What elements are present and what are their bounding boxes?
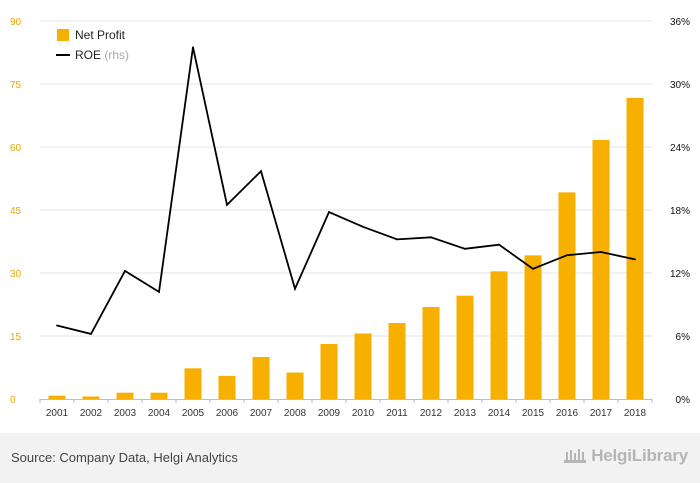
legend-label-roe: ROE (rhs) (75, 48, 129, 62)
roe-point-2001 (56, 324, 58, 327)
roe-point-2018 (634, 258, 636, 261)
roe-point-2006 (226, 203, 228, 206)
net-profit-bar-2017 (592, 139, 610, 400)
net-profit-bar-2001 (48, 395, 66, 399)
roe-point-2014 (498, 243, 500, 246)
right-tick-label: 0% (676, 395, 691, 406)
x-tick-label-2003: 2003 (114, 408, 137, 419)
net-profit-bar-2018 (626, 97, 644, 400)
x-tick-label-2017: 2017 (590, 408, 613, 419)
x-tick-label-2006: 2006 (216, 408, 239, 419)
roe-point-2011 (396, 238, 398, 241)
right-tick-label: 12% (670, 269, 690, 280)
left-tick-label: 75 (10, 80, 22, 91)
net-profit-bar-2003 (116, 392, 134, 399)
left-tick-label: 15 (10, 332, 22, 343)
roe-point-2016 (566, 254, 568, 257)
grid-lines (40, 20, 652, 337)
source-note: Source: Company Data, Helgi Analytics (11, 450, 238, 465)
net-profit-bar-2016 (558, 192, 576, 399)
x-tick-label-2010: 2010 (352, 408, 375, 419)
left-axis: 0 15 30 45 60 75 90 (10, 17, 22, 406)
left-tick-label: 0 (10, 395, 16, 406)
legend-swatch-net-profit (57, 29, 69, 41)
logo-text: HelgiLibrary (591, 446, 688, 465)
x-tick-label-2015: 2015 (522, 408, 545, 419)
net-profit-bar-2007 (252, 357, 270, 399)
roe-point-2008 (294, 287, 296, 290)
left-tick-label: 30 (10, 269, 22, 280)
right-tick-label: 36% (670, 17, 690, 28)
roe-point-2012 (430, 236, 432, 239)
x-tick-label-2001: 2001 (46, 408, 69, 419)
right-tick-label: 18% (670, 206, 690, 217)
net-profit-bar-2009 (320, 343, 338, 399)
x-axis: 2001 2002 2003 2004 2005 2006 2007 2008 2009 2010… (39, 399, 653, 419)
roe-point-2013 (464, 247, 466, 250)
roe-point-2015 (532, 267, 534, 270)
x-tick-label-2004: 2004 (148, 408, 171, 419)
net-profit-bar-2014 (490, 271, 508, 399)
chart-panel: 0 15 30 45 60 75 90 0% 6% 12% 18% 24% 30% 36% 2001 20… (0, 0, 700, 433)
right-tick-label: 24% (670, 143, 690, 154)
roe-line (56, 47, 636, 335)
net-profit-bars (48, 97, 644, 400)
roe-point-2005 (192, 46, 194, 49)
x-tick-label-2002: 2002 (80, 408, 103, 419)
x-tick-label-2009: 2009 (318, 408, 341, 419)
left-tick-label: 60 (10, 143, 22, 154)
net-profit-bar-2005 (184, 368, 202, 399)
library-building-icon (564, 449, 587, 463)
roe-point-2010 (362, 225, 364, 228)
x-tick-label-2016: 2016 (556, 408, 579, 419)
x-tick-label-2018: 2018 (624, 408, 647, 419)
net-profit-bar-2006 (218, 375, 236, 399)
legend-label-net-profit: Net Profit (75, 28, 126, 42)
roe-point-2004 (158, 291, 160, 293)
roe-point-2007 (260, 170, 262, 173)
x-tick-label-2008: 2008 (284, 408, 307, 419)
x-tick-label-2014: 2014 (488, 408, 511, 419)
left-tick-label: 45 (10, 206, 22, 217)
net-profit-bar-2008 (286, 372, 304, 399)
roe-point-2003 (124, 270, 126, 272)
roe-line-layer (56, 46, 636, 335)
right-tick-label: 6% (676, 332, 691, 343)
right-axis: 0% 6% 12% 18% 24% 30% 36% (670, 17, 690, 406)
net-profit-bar-2015 (524, 255, 542, 399)
net-profit-bar-2002 (82, 396, 100, 399)
helgi-library-logo: HelgiLibrary (563, 446, 688, 466)
net-profit-bar-2010 (354, 333, 372, 399)
left-tick-label: 90 (10, 17, 22, 28)
x-tick-label-2011: 2011 (386, 408, 408, 419)
roe-point-2009 (328, 211, 330, 214)
x-tick-label-2013: 2013 (454, 408, 477, 419)
roe-point-2017 (600, 251, 602, 253)
net-profit-bar-2012 (422, 307, 440, 399)
legend: Net Profit ROE (rhs) (56, 28, 129, 62)
x-tick-label-2007: 2007 (250, 408, 273, 419)
net-profit-bar-2013 (456, 295, 474, 399)
right-tick-label: 30% (670, 80, 690, 91)
x-tick-label-2005: 2005 (182, 408, 205, 419)
roe-point-2002 (90, 333, 92, 335)
x-tick-label-2012: 2012 (420, 408, 443, 419)
net-profit-bar-2011 (388, 322, 406, 399)
net-profit-bar-2004 (150, 392, 168, 399)
